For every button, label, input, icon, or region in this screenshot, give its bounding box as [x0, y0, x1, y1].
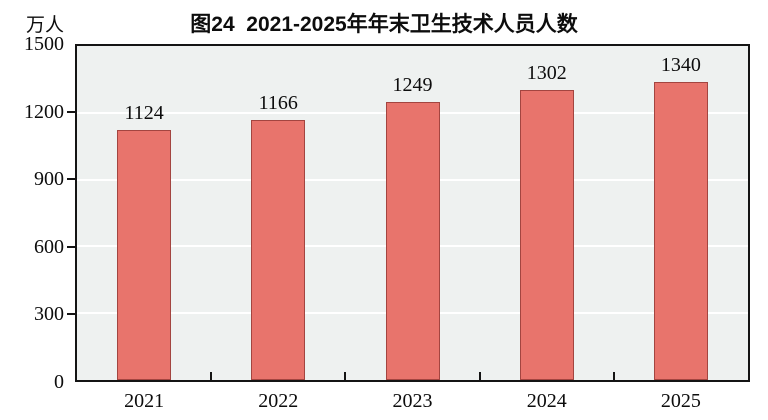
plot-area: 1124 1166 1249 1302 1340	[75, 44, 750, 382]
y-axis-tick-label: 1200	[24, 100, 64, 123]
x-axis-tick	[612, 372, 615, 380]
x-axis-category-label: 2023	[392, 390, 433, 412]
x-axis-category-label: 2021	[124, 390, 165, 412]
bar	[385, 101, 440, 380]
y-axis-tick	[67, 178, 75, 181]
y-axis-tick	[67, 110, 75, 113]
y-axis-tick-label: 900	[34, 168, 64, 191]
bar	[251, 120, 306, 380]
y-axis-tick-label: 1500	[24, 33, 64, 55]
x-axis-tick	[210, 372, 213, 380]
bar-value-label: 1124	[124, 101, 164, 124]
bar-value-label: 1166	[258, 92, 298, 115]
y-axis-tick	[67, 245, 75, 248]
bar	[653, 81, 708, 380]
y-axis-unit-label: 万人	[26, 15, 65, 36]
x-axis-tick	[478, 372, 481, 380]
bar-value-label: 1340	[660, 53, 701, 76]
x-axis-category-label: 2024	[526, 390, 567, 412]
chart-title: 图24 2021-2025年年末卫生技术人员人数	[190, 13, 578, 36]
bar	[117, 129, 172, 380]
bar-value-label: 1249	[392, 73, 433, 96]
x-axis-category-label: 2025	[660, 390, 701, 412]
bar	[519, 90, 574, 380]
x-axis-category-label: 2022	[258, 390, 299, 412]
x-axis-tick	[344, 372, 347, 380]
y-axis-tick-label: 300	[34, 303, 64, 326]
y-axis-tick	[67, 313, 75, 316]
bar-value-label: 1302	[526, 62, 567, 85]
y-axis-tick-label: 0	[54, 371, 64, 393]
y-axis-tick-label: 600	[34, 235, 64, 258]
